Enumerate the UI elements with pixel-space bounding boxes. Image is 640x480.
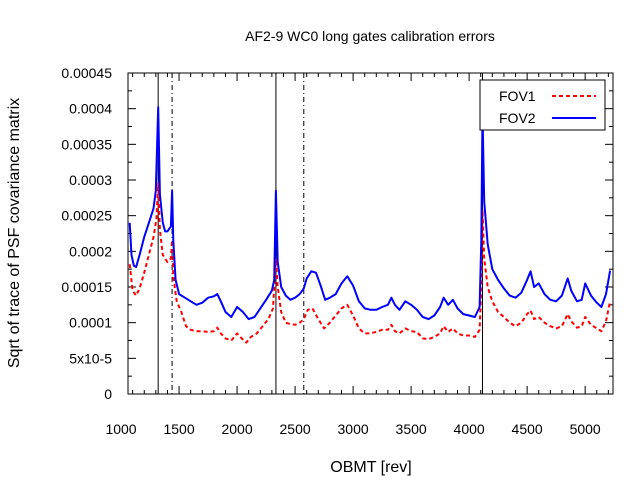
chart-title: AF2-9 WC0 long gates calibration errors <box>245 28 495 44</box>
x-tick-label: 2500 <box>280 421 311 437</box>
y-tick-label: 0 <box>104 386 112 402</box>
legend-box <box>479 79 606 131</box>
x-tick-label: 1500 <box>163 421 194 437</box>
x-tick-label: 3000 <box>338 421 369 437</box>
y-tick-label: 0.00035 <box>61 136 112 152</box>
legend-label-fov2: FOV2 <box>499 110 536 126</box>
series-line-fov1 <box>128 182 612 344</box>
legend-label-fov1: FOV1 <box>499 88 536 104</box>
x-tick-label: 1000 <box>105 421 136 437</box>
y-tick-label: 0.00015 <box>61 279 112 295</box>
x-tick-label: 2000 <box>221 421 252 437</box>
y-tick-label: 0.00045 <box>61 65 112 81</box>
plot-area: 0 5x10-5 0.0001 0.00015 0.0002 0.00025 0.0003 0… <box>61 65 614 437</box>
y-tick-label: 0.0001 <box>69 315 112 331</box>
x-tick-label: 4000 <box>454 421 485 437</box>
y-tick-label: 0.00025 <box>61 208 112 224</box>
x-tick-label: 4500 <box>512 421 543 437</box>
x-tick-label: 3500 <box>396 421 427 437</box>
y-tick-label: 0.0003 <box>69 172 112 188</box>
x-axis-label: OBMT [rev] <box>330 459 412 476</box>
x-tick-label: 5000 <box>570 421 601 437</box>
y-tick-label: 0.0002 <box>69 243 112 259</box>
y-tick-label: 5x10-5 <box>69 350 112 366</box>
plot-frame <box>127 72 614 395</box>
y-tick-label: 0.0004 <box>69 101 112 117</box>
y-axis-label: Sqrt of trace of PSF covariance matrix <box>6 98 23 368</box>
series-line-fov2 <box>128 106 612 321</box>
